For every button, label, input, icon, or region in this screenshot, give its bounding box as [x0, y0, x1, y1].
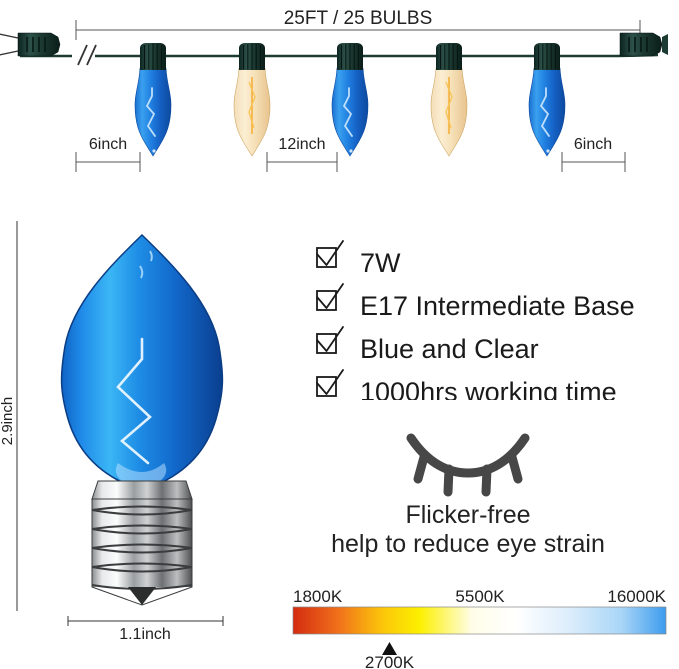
- svg-text:2700K: 2700K: [365, 653, 415, 669]
- svg-text:12inch: 12inch: [278, 136, 325, 153]
- svg-text:16000K: 16000K: [607, 587, 666, 606]
- svg-text:1000hrs working time: 1000hrs working time: [360, 377, 617, 400]
- svg-text:help to reduce eye strain: help to reduce eye strain: [331, 530, 605, 558]
- svg-text:25FT / 25 BULBS: 25FT / 25 BULBS: [284, 10, 433, 29]
- svg-text:7W: 7W: [360, 248, 401, 278]
- svg-text:5500K: 5500K: [455, 587, 505, 606]
- svg-text:6inch: 6inch: [89, 136, 127, 153]
- svg-text:1800K: 1800K: [293, 587, 343, 606]
- svg-text:Flicker-free: Flicker-free: [405, 501, 530, 529]
- svg-text:6inch: 6inch: [574, 136, 612, 153]
- svg-text:E17 Intermediate Base: E17 Intermediate Base: [360, 291, 635, 321]
- svg-text:Blue and Clear: Blue and Clear: [360, 334, 539, 364]
